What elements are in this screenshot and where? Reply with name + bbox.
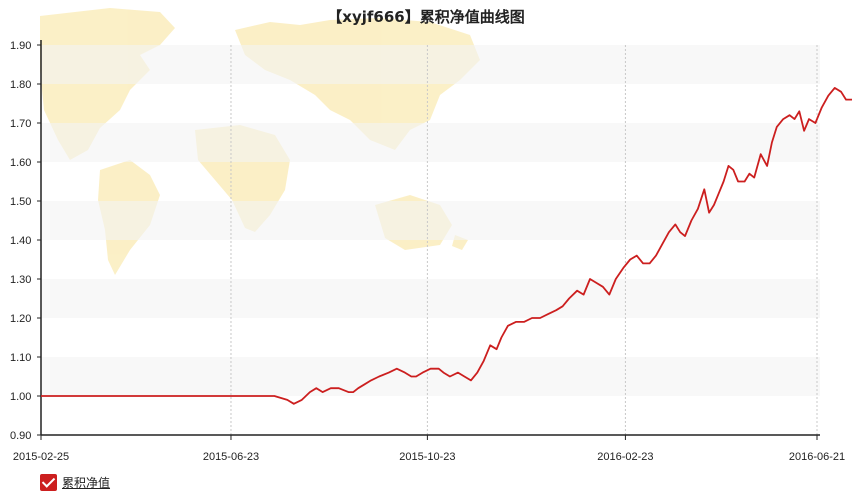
y-tick-label: 0.90 bbox=[10, 430, 31, 442]
nav-series-line bbox=[41, 87, 852, 405]
legend-item[interactable]: 累积净值 bbox=[40, 474, 110, 491]
legend-label[interactable]: 累积净值 bbox=[62, 476, 111, 490]
grid-band bbox=[41, 123, 820, 162]
x-tick-label: 2015-02-25 bbox=[13, 451, 69, 463]
y-tick-label: 1.30 bbox=[10, 274, 31, 286]
x-tick-label: 2016-02-23 bbox=[597, 451, 653, 463]
x-tick-label: 2015-06-23 bbox=[203, 451, 259, 463]
x-tick-label: 2016-06-21 bbox=[789, 451, 845, 463]
y-tick-label: 1.10 bbox=[10, 352, 31, 364]
y-axis-ticks: 0.90 1.00 1.10 1.20 1.30 1.40 1.50 1.60 1.70 1.80… bbox=[10, 40, 41, 442]
y-tick-label: 1.90 bbox=[10, 40, 31, 52]
y-tick-label: 1.60 bbox=[10, 157, 31, 169]
checkbox-checked-icon[interactable] bbox=[40, 474, 57, 491]
y-tick-label: 1.20 bbox=[10, 313, 31, 325]
y-tick-label: 1.00 bbox=[10, 391, 31, 403]
x-axis-ticks: 2015-02-25 2015-06-23 2015-10-23 2016-02-23… bbox=[13, 435, 845, 463]
chart-background-bands bbox=[41, 45, 820, 396]
grid-band bbox=[41, 201, 820, 240]
chart-axes bbox=[40, 40, 820, 436]
y-tick-label: 1.50 bbox=[10, 196, 31, 208]
y-tick-label: 1.40 bbox=[10, 235, 31, 247]
series-lines bbox=[41, 87, 852, 405]
y-tick-label: 1.80 bbox=[10, 79, 31, 91]
grid-band bbox=[41, 45, 820, 84]
grid-band bbox=[41, 357, 820, 396]
y-tick-label: 1.70 bbox=[10, 118, 31, 130]
x-tick-label: 2015-10-23 bbox=[399, 451, 455, 463]
chart-title: 【xyjf666】累积净值曲线图 bbox=[327, 8, 524, 26]
grid-band bbox=[41, 279, 820, 318]
